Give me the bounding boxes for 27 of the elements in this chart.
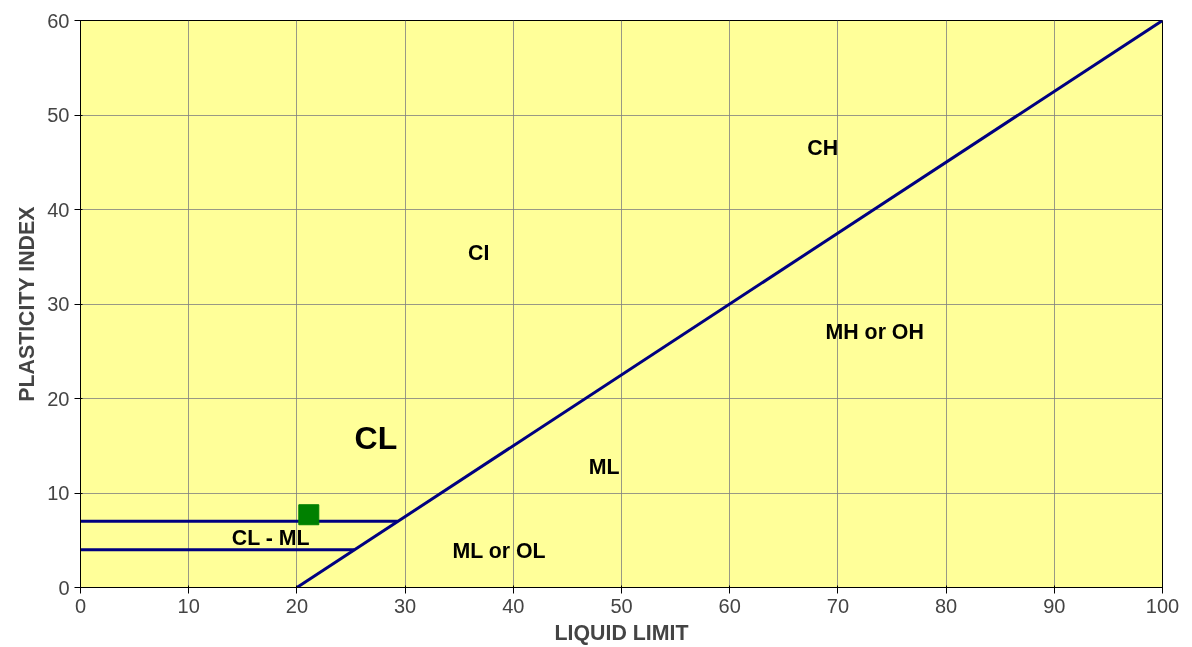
- x-tick-label: 60: [718, 594, 741, 617]
- x-tick-label: 0: [74, 594, 87, 617]
- x-tick-label: 80: [934, 594, 958, 617]
- x-tick-label: 50: [610, 594, 633, 617]
- y-tick-label: 50: [47, 104, 70, 126]
- x-axis-title: LIQUID LIMIT: [554, 620, 689, 645]
- y-tick-label: 40: [47, 198, 70, 221]
- annotation: MH or OH: [825, 320, 924, 345]
- x-tick-label: 100: [1145, 594, 1180, 617]
- y-tick-label: 30: [47, 293, 70, 315]
- annotation: CI: [468, 240, 490, 265]
- x-tick-label: 70: [826, 594, 850, 617]
- y-axis-title: PLASTICITY INDEX: [15, 205, 40, 402]
- y-tick-label: 0: [58, 576, 70, 599]
- annotation: CL - ML: [231, 525, 310, 550]
- annotation: ML: [588, 455, 620, 480]
- y-tick-label: 10: [47, 482, 70, 504]
- y-tick-label: 60: [47, 9, 70, 32]
- y-tick-label: 20: [47, 387, 70, 410]
- x-tick-label: 20: [285, 594, 309, 617]
- x-tick-label: 90: [1043, 594, 1066, 617]
- x-tick-label: 40: [502, 594, 525, 617]
- x-tick-label: 30: [393, 594, 417, 617]
- annotation: ML or OL: [452, 538, 546, 563]
- annotation: CL: [354, 420, 398, 457]
- annotation: CH: [807, 136, 839, 161]
- x-tick-label: 10: [177, 594, 200, 617]
